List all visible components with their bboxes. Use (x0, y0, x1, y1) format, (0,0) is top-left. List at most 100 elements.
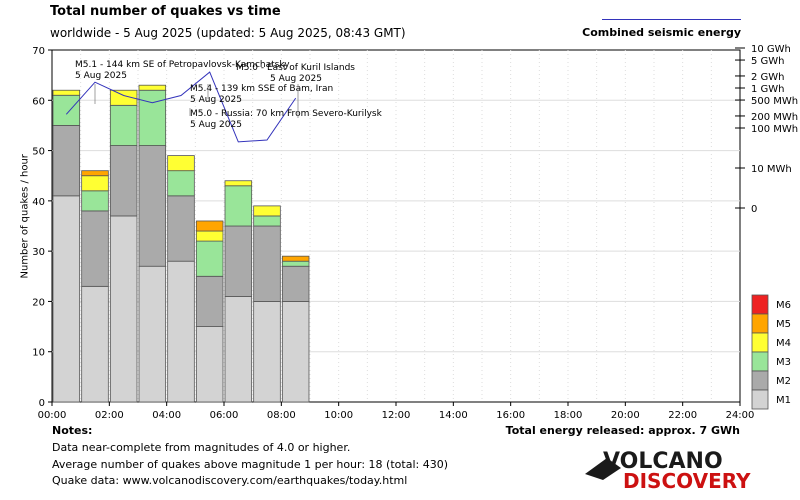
x-tick-label: 00:00 (38, 410, 67, 421)
y-tick-label: 60 (32, 96, 45, 107)
annotation-date: 5 Aug 2025 (190, 95, 242, 105)
bar-segment-m5 (281, 255, 310, 262)
annotation-label: M5.4 - 139 km SSE of Bam, Iran (190, 84, 333, 94)
x-tick-label: 20:00 (611, 410, 640, 421)
energy-legend-label: Combined seismic energy (582, 26, 741, 39)
bar-segment-m1 (281, 301, 310, 403)
bar-segment-m3 (81, 190, 109, 212)
x-tick-label: 06:00 (210, 410, 239, 421)
legend-label: M4 (776, 338, 791, 349)
x-tick-label: 18:00 (554, 410, 583, 421)
note-line: Average number of quakes above magnitude… (52, 458, 448, 471)
bar-segment-m2 (224, 225, 253, 297)
legend-label: M1 (776, 395, 791, 406)
bar-segment-m2 (253, 225, 281, 302)
svg-text:DISCOVERY: DISCOVERY (623, 469, 751, 490)
x-tick-label: 02:00 (95, 410, 124, 421)
energy-tick-label: 200 MWh (751, 112, 798, 123)
volcano-discovery-logo: VOLCANO DISCOVERY (585, 449, 751, 490)
axes: 0 10 20 30 40 50 60 70 00:00 02:00 04:00 06:00 08:00… (32, 44, 798, 421)
legend-swatch-m4 (751, 332, 769, 353)
bar-segment-m5 (195, 220, 224, 232)
energy-tick-label: 2 GWh (751, 72, 785, 83)
legend-swatch-m3 (751, 351, 769, 372)
bar-segment-m4 (109, 89, 138, 106)
y-tick-label: 40 (32, 197, 45, 208)
energy-legend-line (602, 19, 741, 20)
annotation-label: M5.0 - Russia: 70 km From Severo-Kurilys… (190, 109, 383, 119)
y-tick-label: 20 (32, 297, 45, 308)
x-tick-label: 04:00 (152, 410, 181, 421)
x-tick-label: 12:00 (382, 410, 411, 421)
y-tick-label: 30 (32, 247, 45, 258)
x-tick-label: 16:00 (496, 410, 525, 421)
x-tick-label: 10:00 (324, 410, 353, 421)
bar-segment-m1 (52, 195, 81, 403)
bar-segment-m4 (167, 155, 195, 172)
bar-segment-m3 (253, 215, 281, 227)
bar-segment-m1 (81, 285, 109, 403)
x-tick-label: 24:00 (726, 410, 755, 421)
energy-tick-label: 100 MWh (751, 124, 798, 135)
bar-segment-m4 (195, 230, 224, 242)
bar-segment-m3 (224, 185, 253, 227)
bar-segment-m1 (167, 260, 195, 403)
legend-label: M5 (776, 319, 791, 330)
magnitude-legend: M6 M5 M4 M3 M2 M1 (751, 294, 791, 410)
grid (51, 49, 741, 403)
legend-swatch-m6 (751, 294, 769, 315)
bar-segment-m2 (138, 145, 167, 267)
energy-total: Total energy released: approx. 7 GWh (505, 424, 740, 437)
bar-segment-m1 (224, 295, 253, 403)
annotations: M5.1 - 144 km SE of Petropavlovsk-Kamcha… (75, 60, 383, 130)
bar-segment-m2 (81, 210, 109, 287)
svg-text:VOLCANO: VOLCANO (603, 449, 723, 474)
bar-segment-m3 (52, 94, 81, 126)
x-tick-label: 08:00 (267, 410, 296, 421)
bar-segment-m3 (167, 170, 195, 197)
legend-label: M3 (776, 357, 791, 368)
x-tick-label: 14:00 (439, 410, 468, 421)
note-line: Quake data: www.volcanodiscovery.com/ear… (52, 474, 408, 487)
chart-title: Total number of quakes vs time (50, 4, 281, 19)
annotation-label: M5.1 - 144 km SE of Petropavlovsk-Kamcha… (75, 60, 290, 70)
energy-line (65, 71, 297, 143)
legend-swatch-m1 (751, 389, 769, 410)
bar-segment-m2 (195, 275, 224, 327)
chart-subtitle: worldwide - 5 Aug 2025 (updated: 5 Aug 2… (50, 26, 406, 40)
energy-tick-label: 5 GWh (751, 56, 785, 67)
bar-segment-m2 (281, 265, 310, 302)
bar-segment-m5 (81, 170, 109, 177)
bar-segment-m3 (195, 240, 224, 277)
y-tick-label: 50 (32, 147, 45, 158)
annotation-date: 5 Aug 2025 (270, 74, 322, 84)
bar-segment-m4 (52, 89, 81, 96)
annotation-date: 5 Aug 2025 (75, 71, 127, 81)
y-tick-label: 10 (32, 348, 45, 359)
x-tick-label: 22:00 (668, 410, 697, 421)
bar-segment-m2 (167, 195, 195, 262)
bar-segment-m2 (52, 125, 81, 197)
bar-segment-m3 (109, 104, 138, 146)
legend-swatch-m5 (751, 313, 769, 334)
bar-segment-m2 (109, 145, 138, 217)
bar-segment-m3 (281, 260, 310, 267)
volcano-logo-icon (585, 458, 621, 480)
energy-tick-label: 1 GWh (751, 84, 785, 95)
energy-line-path (65, 71, 297, 143)
energy-tick-label: 10 GWh (751, 44, 791, 55)
y-tick-label: 0 (39, 398, 45, 409)
annotation-date: 5 Aug 2025 (190, 120, 242, 130)
legend-swatch-m2 (751, 370, 769, 391)
bar-segment-m4 (253, 205, 281, 217)
bar-segment-m4 (81, 175, 109, 192)
bar-segment-m4 (224, 180, 253, 187)
note-line: Data near-complete from magnitudes of 4.… (52, 441, 351, 454)
legend-label: M6 (776, 300, 791, 311)
energy-tick-label: 10 MWh (751, 164, 792, 175)
legend-label: M2 (776, 376, 791, 387)
bar-segment-m3 (138, 89, 167, 146)
bar-segment-m1 (195, 326, 224, 403)
energy-tick-label: 500 MWh (751, 96, 798, 107)
